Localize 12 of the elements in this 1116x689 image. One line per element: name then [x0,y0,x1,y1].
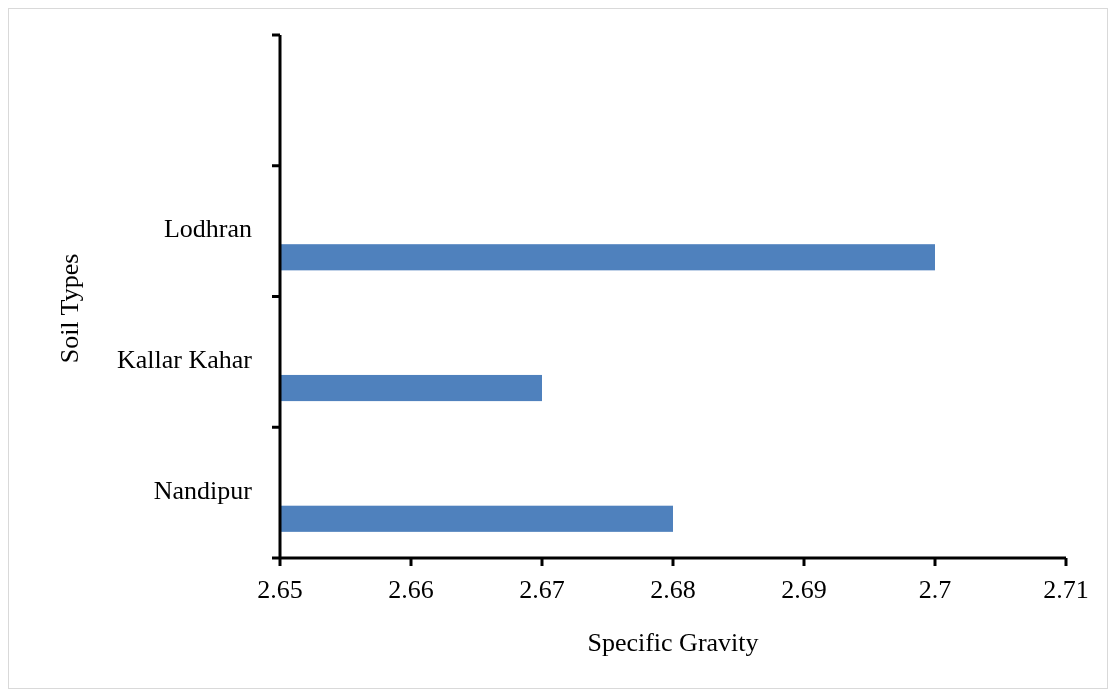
x-tick-label: 2.68 [650,575,696,604]
x-tick-label: 2.71 [1043,575,1089,604]
y-axis-title: Soil Types [55,253,84,364]
x-axis-title: Specific Gravity [587,628,759,657]
y-tick-label: Nandipur [153,475,253,505]
x-tick-label: 2.66 [388,575,434,604]
y-tick-label: Kallar Kahar [117,344,253,374]
y-tick-label: Lodhran [163,214,252,244]
x-tick-label: 2.7 [918,575,952,604]
x-tick-label: 2.69 [781,575,827,604]
x-tick-label: 2.65 [257,575,303,604]
x-tick-label: 2.67 [519,575,565,604]
